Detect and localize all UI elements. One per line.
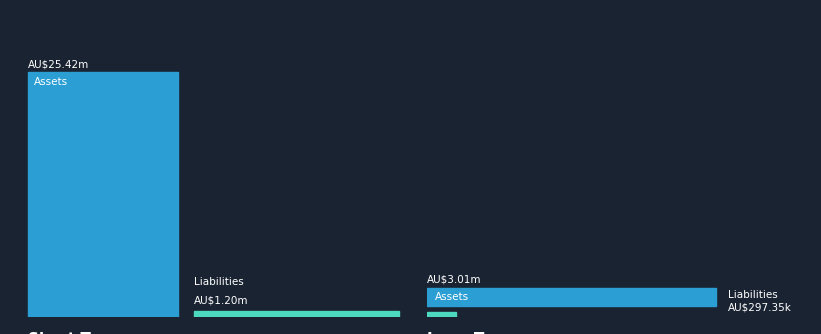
- Text: AU$1.20m: AU$1.20m: [194, 296, 248, 306]
- Bar: [427, 312, 456, 317]
- Bar: [28, 72, 178, 317]
- Text: AU$297.35k: AU$297.35k: [728, 303, 791, 313]
- Text: AU$3.01m: AU$3.01m: [427, 275, 481, 285]
- Text: Liabilities: Liabilities: [728, 290, 777, 300]
- Text: Liabilities: Liabilities: [194, 277, 244, 287]
- Bar: [194, 311, 399, 317]
- Bar: [427, 288, 716, 306]
- Text: Long Term: Long Term: [427, 332, 516, 334]
- Text: Assets: Assets: [434, 292, 469, 302]
- Text: Short Term: Short Term: [28, 332, 123, 334]
- Text: Assets: Assets: [34, 77, 68, 87]
- Text: AU$25.42m: AU$25.42m: [28, 59, 89, 69]
